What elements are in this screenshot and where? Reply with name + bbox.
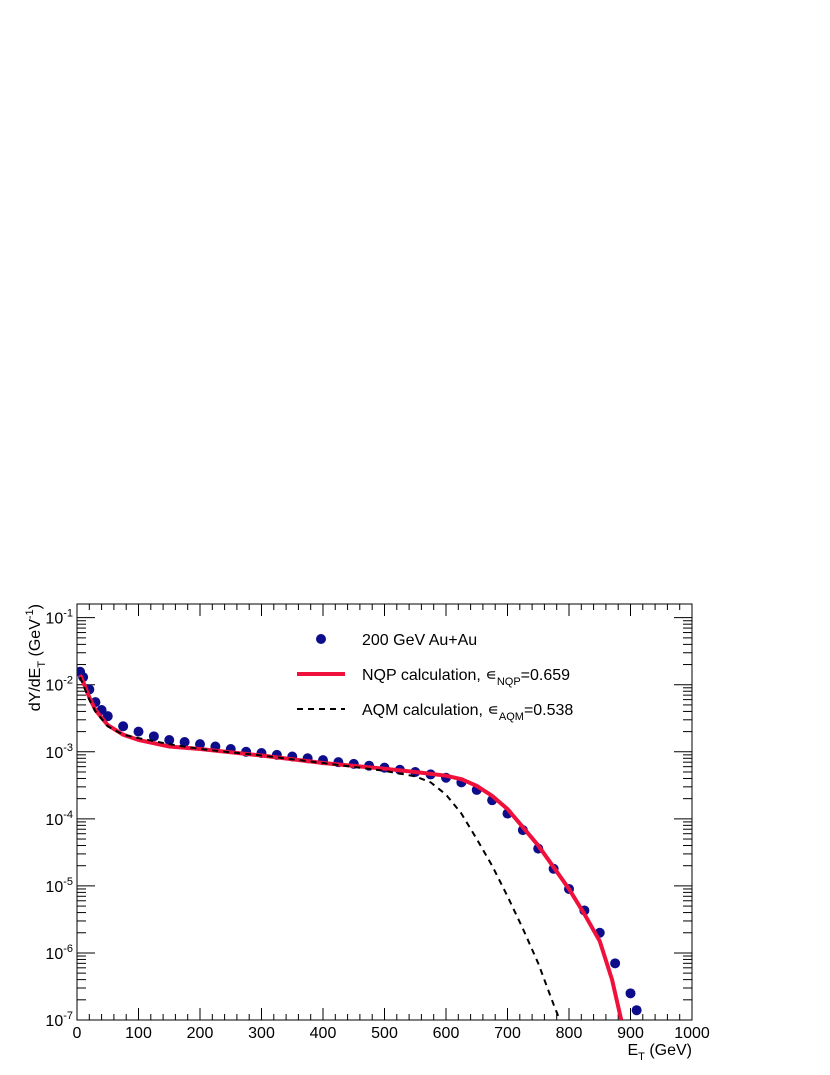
x-tick-label: 200 — [187, 1025, 214, 1042]
data-point — [195, 739, 205, 750]
y-tick-label: 10-5 — [45, 876, 73, 896]
data-point — [179, 736, 190, 747]
x-tick-label: 0 — [73, 1025, 82, 1042]
line-dashed — [79, 676, 561, 1020]
x-tick-label: 600 — [433, 1025, 460, 1042]
data-point — [164, 734, 175, 745]
data-point — [625, 988, 636, 999]
x-tick-label: 900 — [617, 1025, 644, 1042]
line-solid — [78, 674, 624, 1020]
x-tick-label: 800 — [556, 1025, 583, 1042]
x-tick-label: 100 — [125, 1025, 152, 1042]
x-tick-label: 1000 — [674, 1025, 710, 1042]
x-tick-label: 500 — [371, 1025, 398, 1042]
y-tick-label: 10-2 — [45, 675, 73, 695]
legend-label: AQM calculation, ∊AQM=0.538 — [362, 702, 573, 723]
y-tick-label: 10-3 — [45, 742, 73, 762]
x-axis-label: ET (GeV) — [627, 1042, 692, 1063]
y-tick-label: 10-7 — [45, 1010, 73, 1030]
x-tick-label: 700 — [494, 1025, 521, 1042]
x-tick-label: 400 — [310, 1025, 337, 1042]
legend-label: 200 GeV Au+Au — [362, 632, 477, 649]
legend-label: NQP calculation, ∊NQP=0.659 — [362, 667, 570, 688]
y-tick-label: 10-4 — [45, 809, 73, 829]
y-tick-label: 10-1 — [45, 608, 73, 628]
data-point — [631, 1005, 642, 1016]
data-point — [148, 731, 159, 742]
y-tick-label: 10-6 — [45, 943, 73, 963]
data-point — [118, 721, 129, 732]
data-point — [133, 726, 144, 737]
data-point — [610, 958, 621, 969]
x-tick-label: 300 — [248, 1025, 275, 1042]
data-point — [102, 711, 113, 722]
legend-marker — [316, 634, 326, 644]
y-axis-label: dY/dET (GeV-1) — [24, 604, 48, 711]
